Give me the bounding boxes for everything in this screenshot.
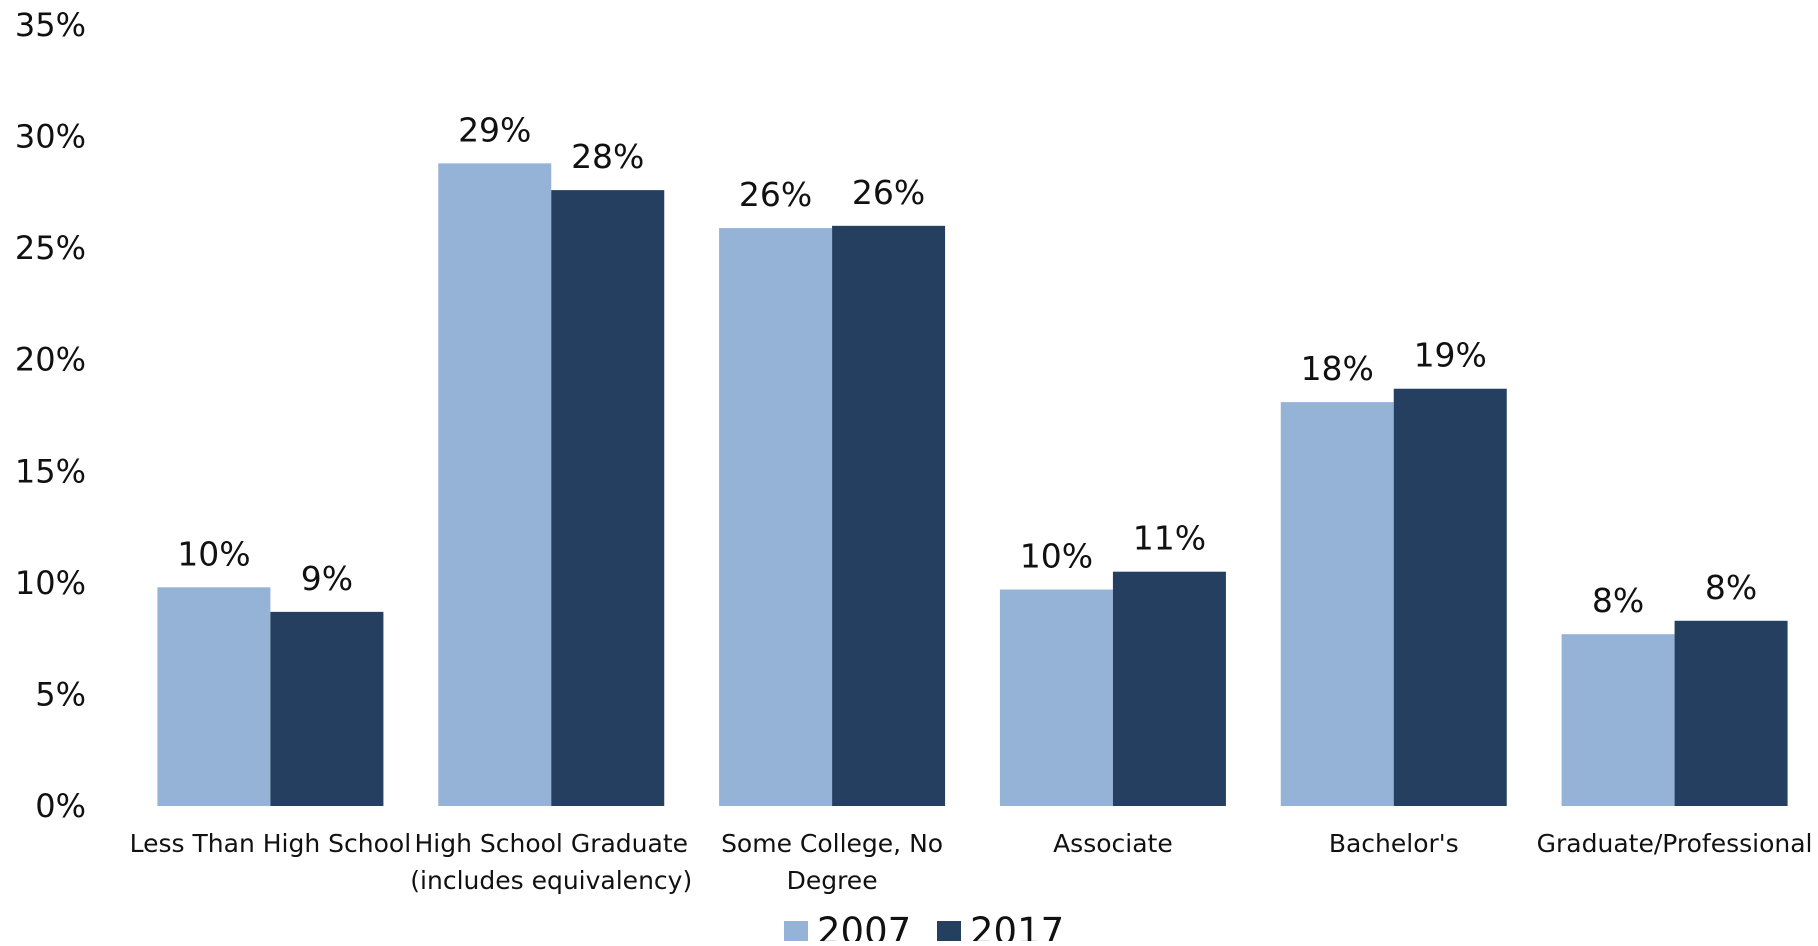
y-axis: 0% 5% 10% 15% 20% 25% 30% 35%: [15, 6, 86, 825]
bar-2007-1: [438, 163, 552, 806]
y-tick-label: 0%: [35, 787, 86, 825]
data-label-2007-2: 26%: [739, 175, 812, 214]
x-category-label-line: High School Graduate: [414, 829, 688, 858]
x-category-label: Bachelor's: [1329, 829, 1459, 858]
bars-group: [157, 163, 1788, 807]
bar-2007-4: [1280, 402, 1394, 806]
data-labels-group: 10% 9% 29% 28% 26% 26% 10% 11% 18% 19% 8% 8%: [177, 110, 1757, 620]
bar-2017-1: [551, 190, 665, 806]
x-category-label-line: Less Than High School: [130, 829, 412, 858]
data-label-2017-1: 28%: [571, 137, 644, 176]
data-label-2007-4: 18%: [1301, 349, 1374, 388]
legend-label-2007: 2007: [817, 910, 911, 941]
bar-2007-3: [999, 589, 1113, 806]
y-tick-label: 10%: [15, 564, 86, 602]
x-category-label: High School Graduate (includes equivalenc…: [410, 829, 692, 895]
x-category-label: Some College, No Degree: [721, 829, 943, 895]
x-axis: Less Than High School High School Graduat…: [130, 806, 1813, 895]
legend-swatch-2017: [937, 921, 961, 945]
bar-2017-5: [1674, 620, 1788, 806]
x-category-label: Graduate/Professional: [1537, 829, 1813, 858]
x-category-label-line: Some College, No: [721, 829, 943, 858]
y-tick-label: 35%: [15, 6, 86, 44]
y-tick-label: 5%: [35, 675, 86, 713]
x-category-label: Associate: [1053, 829, 1173, 858]
y-tick-label: 15%: [15, 452, 86, 490]
data-label-2007-1: 29%: [458, 110, 531, 149]
data-label-2017-3: 11%: [1133, 519, 1206, 558]
bar-2017-3: [1112, 571, 1226, 806]
legend: 2007 2017: [784, 910, 1064, 946]
data-label-2017-2: 26%: [852, 173, 925, 212]
x-category-label: Less Than High School: [130, 829, 412, 858]
y-tick-label: 20%: [15, 341, 86, 379]
x-category-label-line: Associate: [1053, 829, 1173, 858]
data-label-2017-0: 9%: [301, 559, 353, 598]
legend-swatch-2007: [784, 921, 808, 945]
x-category-label-line: Graduate/Professional: [1537, 829, 1813, 858]
bar-2017-0: [270, 611, 384, 806]
x-category-label-line: Bachelor's: [1329, 829, 1459, 858]
bar-2017-4: [1393, 388, 1507, 806]
data-label-2017-4: 19%: [1414, 336, 1487, 375]
y-tick-label: 30%: [15, 118, 86, 156]
data-label-2007-5: 8%: [1592, 581, 1644, 620]
bar-2007-0: [157, 587, 271, 806]
x-category-label-line: Degree: [787, 866, 878, 895]
x-category-label-line: (includes equivalency): [410, 866, 692, 895]
bar-2007-2: [719, 228, 833, 806]
bar-2007-5: [1561, 634, 1675, 806]
data-label-2007-0: 10%: [177, 534, 250, 573]
y-tick-label: 25%: [15, 229, 86, 267]
data-label-2007-3: 10%: [1020, 537, 1093, 576]
bar-2017-2: [832, 225, 946, 807]
data-label-2017-5: 8%: [1705, 568, 1757, 607]
legend-label-2017: 2017: [970, 910, 1064, 941]
